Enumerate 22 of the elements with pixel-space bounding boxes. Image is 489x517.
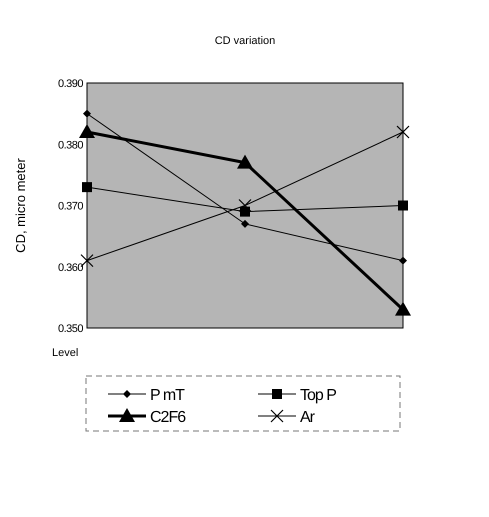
chart-title: CD variation bbox=[214, 35, 276, 47]
point bbox=[237, 154, 253, 169]
point bbox=[83, 110, 91, 118]
legend-label: P mT bbox=[150, 387, 186, 404]
y-axis-title: CD, micro meter bbox=[13, 158, 28, 253]
legend-label: Top P bbox=[300, 387, 336, 404]
y-tick-label: 0.390 bbox=[58, 78, 84, 90]
point bbox=[395, 302, 411, 316]
point bbox=[241, 220, 249, 228]
point bbox=[396, 125, 410, 139]
y-tick-label: 0.360 bbox=[58, 262, 84, 274]
y-tick-label: 0.370 bbox=[58, 200, 84, 212]
point bbox=[82, 182, 92, 192]
x-axis-title: Level bbox=[52, 347, 78, 359]
point bbox=[238, 198, 252, 212]
legend-label: Ar bbox=[300, 409, 316, 426]
legend-label: C2F6 bbox=[150, 409, 186, 426]
y-tick-label: 0.380 bbox=[58, 139, 84, 152]
point bbox=[398, 200, 408, 210]
y-tick-label: 0.350 bbox=[58, 323, 84, 335]
point bbox=[399, 256, 407, 265]
point bbox=[79, 124, 95, 138]
